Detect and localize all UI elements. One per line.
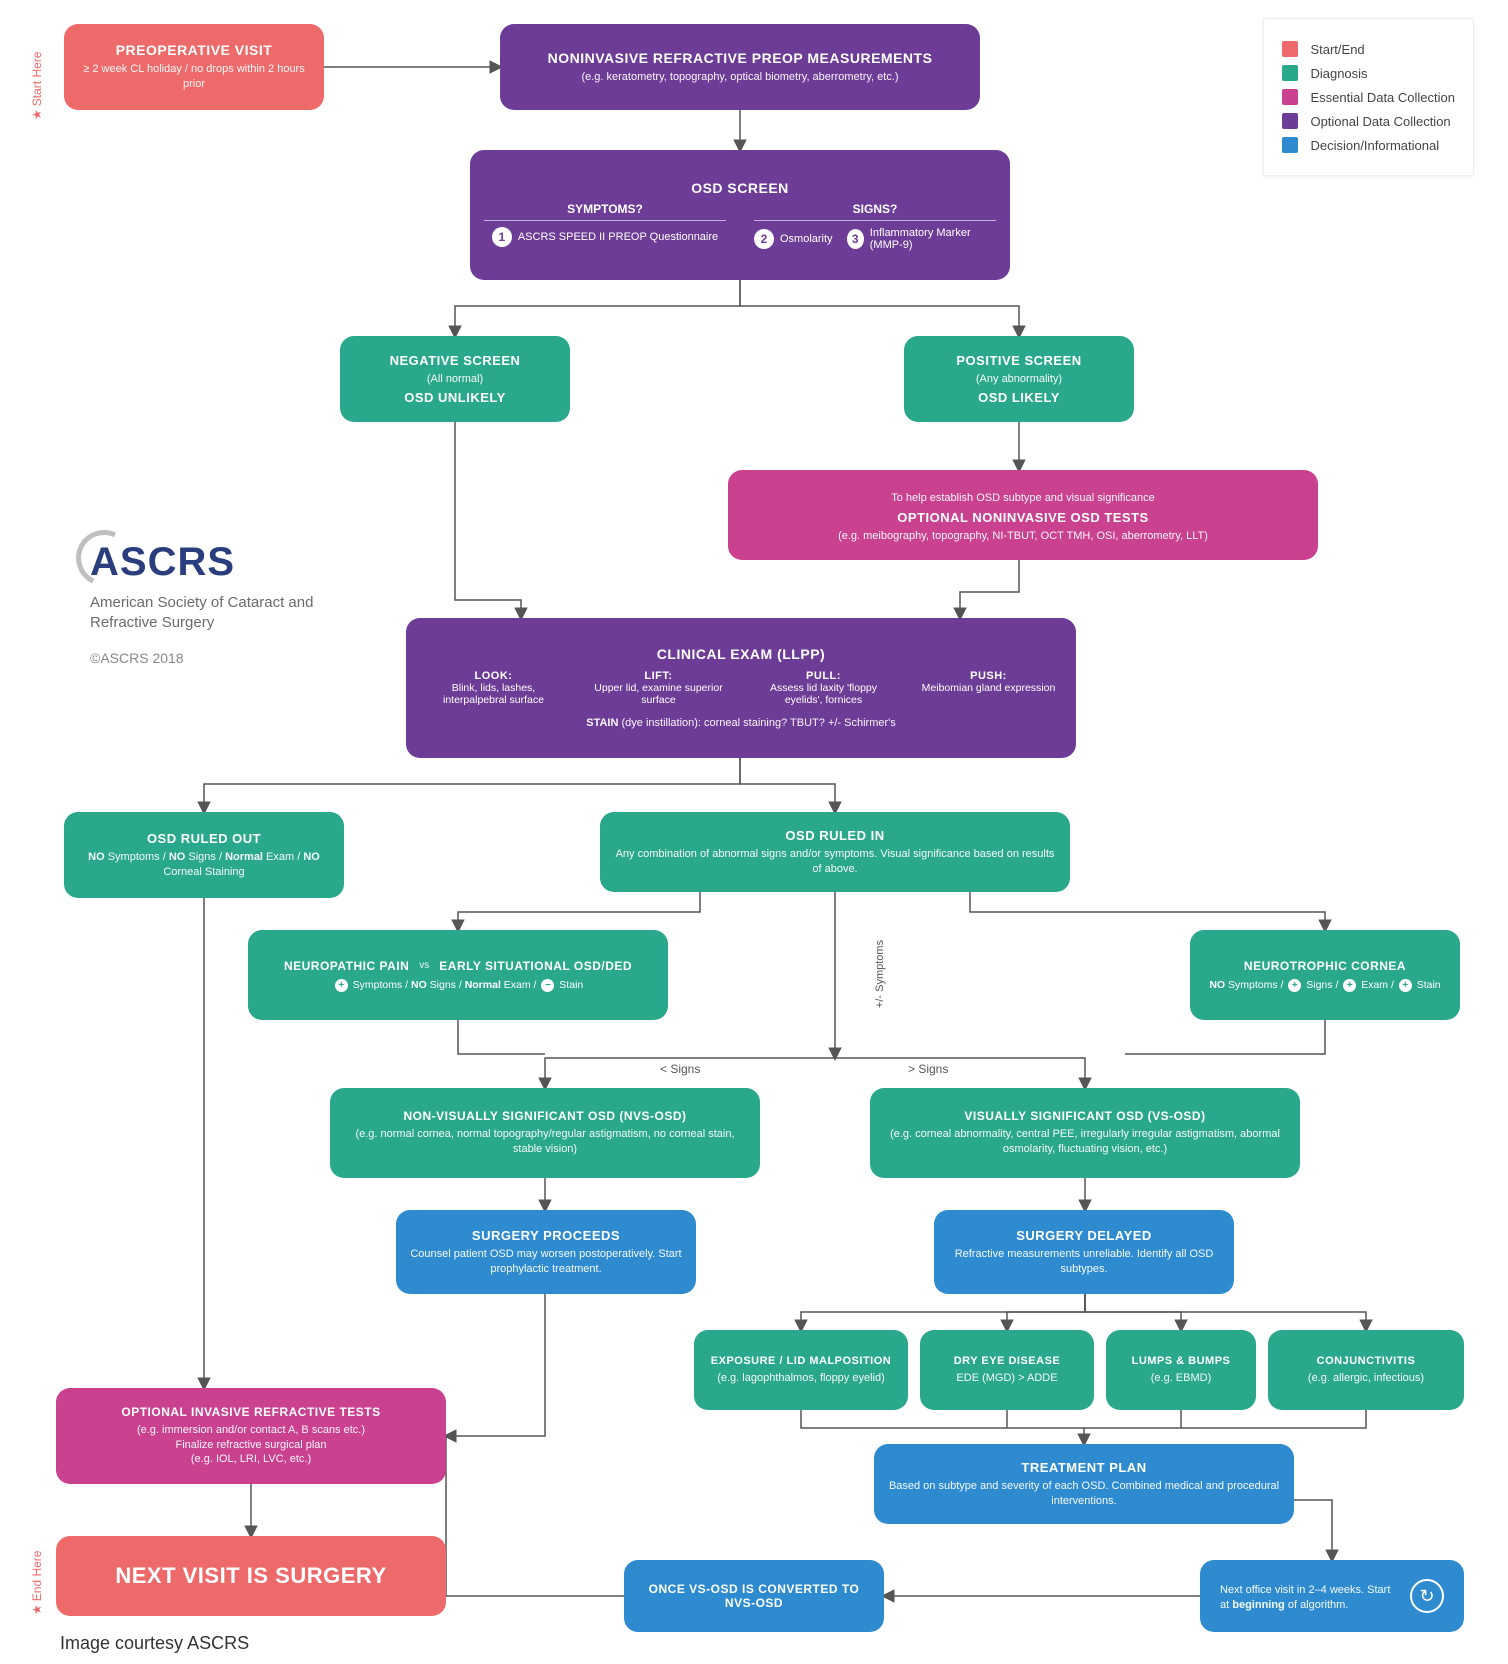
node-delayed: SURGERY DELAYEDRefractive measurements u… [934, 1210, 1234, 1294]
ascrs-tagline: American Society of Cataract and Refract… [90, 593, 350, 632]
legend: Start/EndDiagnosisEssential Data Collect… [1263, 18, 1474, 176]
node-dryeye: DRY EYE DISEASEEDE (MGD) > ADDE [920, 1330, 1094, 1410]
node-neuropathic: NEUROPATHIC PAINvsEARLY SITUATIONAL OSD/… [248, 930, 668, 1020]
node-ruledin: OSD RULED INAny combination of abnormal … [600, 812, 1070, 892]
node-lumps: LUMPS & BUMPS(e.g. EBMD) [1106, 1330, 1256, 1410]
node-neurotrophic: NEUROTROPHIC CORNEANO Symptoms / + Signs… [1190, 930, 1460, 1020]
node-nvsosd: NON-VISUALLY SIGNIFICANT OSD (NVS-OSD)(e… [330, 1088, 760, 1178]
node-negscreen: NEGATIVE SCREEN(All normal)OSD UNLIKELY [340, 336, 570, 422]
end-here-label: ★End Here [30, 1551, 44, 1615]
node-vsosd: VISUALLY SIGNIFICANT OSD (VS-OSD)(e.g. c… [870, 1088, 1300, 1178]
start-here-label: ★Start Here [30, 52, 44, 120]
symptoms-axis-label: +/- Symptoms [874, 940, 886, 1008]
lt-signs-label: < Signs [660, 1062, 700, 1076]
ascrs-branding: ASCRS American Society of Cataract and R… [90, 540, 350, 666]
node-noninv: NONINVASIVE REFRACTIVE PREOP MEASUREMENT… [500, 24, 980, 110]
node-optinvasive: OPTIONAL INVASIVE REFRACTIVE TESTS(e.g. … [56, 1388, 446, 1484]
node-osdscreen: OSD SCREENSYMPTOMS?1ASCRS SPEED II PREOP… [470, 150, 1010, 280]
node-llpp: CLINICAL EXAM (LLPP)LOOK:Blink, lids, la… [406, 618, 1076, 758]
node-proceeds: SURGERY PROCEEDSCounsel patient OSD may … [396, 1210, 696, 1294]
ascrs-logo: ASCRS [90, 540, 350, 585]
node-preop: PREOPERATIVE VISIT≥ 2 week CL holiday / … [64, 24, 324, 110]
node-converted: ONCE VS-OSD IS CONVERTED TO NVS-OSD [624, 1560, 884, 1632]
node-nextvisit: NEXT VISIT IS SURGERY [56, 1536, 446, 1616]
image-credit: Image courtesy ASCRS [60, 1633, 249, 1654]
node-exposure: EXPOSURE / LID MALPOSITION(e.g. lagophth… [694, 1330, 908, 1410]
node-posscreen: POSITIVE SCREEN(Any abnormality)OSD LIKE… [904, 336, 1134, 422]
node-conj: CONJUNCTIVITIS(e.g. allergic, infectious… [1268, 1330, 1464, 1410]
ascrs-copyright: ©ASCRS 2018 [90, 650, 350, 666]
node-opttests: To help establish OSD subtype and visual… [728, 470, 1318, 560]
gt-signs-label: > Signs [908, 1062, 948, 1076]
flowchart-canvas: ★Start Here ★End Here ASCRS American Soc… [0, 0, 1508, 1664]
node-ruledout: OSD RULED OUTNO Symptoms / NO Signs / No… [64, 812, 344, 898]
node-nextoffice: Next office visit in 2–4 weeks. Start at… [1200, 1560, 1464, 1632]
node-treatment: TREATMENT PLANBased on subtype and sever… [874, 1444, 1294, 1524]
